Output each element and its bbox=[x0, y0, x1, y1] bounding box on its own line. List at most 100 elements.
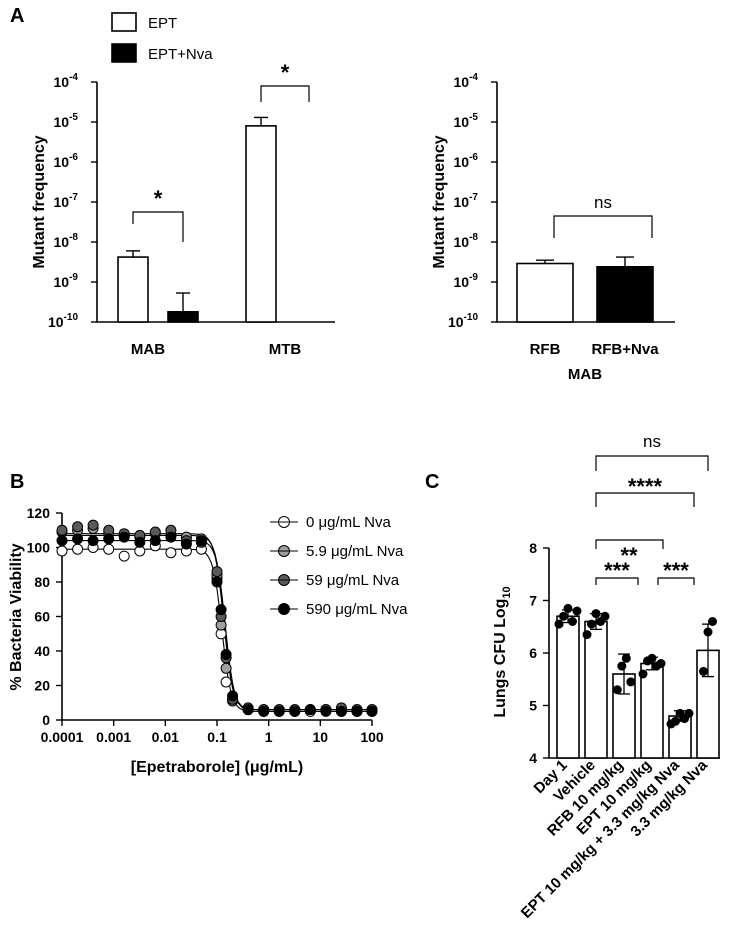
legend-label: 59 μg/mL Nva bbox=[306, 572, 400, 589]
data-point bbox=[699, 666, 708, 676]
significance-label: *** bbox=[663, 558, 689, 583]
comparison-bracket bbox=[595, 455, 709, 471]
panel-b-legend: 0 μg/mL Nva 5.9 μg/mL Nva 59 μg/mL Nva 5… bbox=[270, 514, 408, 618]
panel-a-y-tick-label: 10-10 bbox=[48, 312, 78, 330]
panel-b-y-tick-label: 120 bbox=[27, 505, 51, 521]
significance-label: *** bbox=[604, 558, 630, 583]
panel-a-right-y-label: Mutant frequency bbox=[431, 135, 448, 268]
bar bbox=[167, 310, 199, 323]
legend-label: 590 μg/mL Nva bbox=[306, 601, 408, 618]
panel-b-x-tick-label: 0.01 bbox=[152, 729, 179, 745]
panel-b-y-tick-label: 80 bbox=[34, 574, 50, 590]
data-point bbox=[56, 535, 68, 547]
panel-c-y-label: Lungs CFU Log10 bbox=[492, 586, 513, 717]
significance-label: ns bbox=[594, 193, 612, 212]
panel-c-y-tick-label: 5 bbox=[529, 698, 537, 714]
panel-b-chart: % Bacteria Viability [Epetraborole] (μg/… bbox=[8, 505, 408, 776]
panel-b-y-label: % Bacteria Viability bbox=[8, 543, 25, 690]
panel-c-y-tick-label: 6 bbox=[529, 645, 537, 661]
data-point bbox=[103, 533, 115, 545]
data-point bbox=[582, 630, 592, 640]
panel-a-right-y-tick-label: 10-8 bbox=[454, 232, 479, 250]
data-point bbox=[103, 543, 115, 555]
panel-a-right-y-tick-label: 10-10 bbox=[448, 312, 478, 330]
panel-a-significance-mab: * bbox=[132, 186, 184, 242]
panel-a-significance-mtb: * bbox=[260, 60, 310, 102]
data-point bbox=[563, 603, 573, 613]
panel-c-y-tick-label: 8 bbox=[529, 540, 537, 556]
comparison-bracket bbox=[595, 539, 664, 549]
data-point bbox=[621, 653, 631, 663]
panel-b-y-tick-label: 0 bbox=[42, 712, 50, 728]
data-point bbox=[195, 535, 207, 547]
data-point bbox=[600, 611, 610, 621]
panel-b-y-tick-label: 60 bbox=[34, 609, 50, 625]
data-point bbox=[572, 606, 582, 616]
comparison-bracket bbox=[657, 577, 695, 585]
data-point bbox=[671, 716, 680, 726]
panel-c-y-tick-label: 4 bbox=[529, 750, 537, 766]
legend-swatch-ept-nva bbox=[111, 43, 137, 63]
data-point bbox=[220, 676, 232, 688]
panel-b-y-tick-label: 20 bbox=[34, 678, 50, 694]
panel-label-b: B bbox=[10, 471, 24, 493]
comparison-bracket bbox=[260, 85, 310, 102]
legend-swatch-ept bbox=[111, 12, 137, 32]
panel-b-y-tick-label: 100 bbox=[27, 540, 51, 556]
panel-a-y-tick-label: 10-8 bbox=[54, 232, 79, 250]
panel-b-x-tick-label: 10 bbox=[313, 729, 329, 745]
data-point bbox=[568, 617, 577, 626]
data-point bbox=[56, 545, 68, 557]
panel-c-y-ticks: 4 5 6 7 8 bbox=[529, 540, 537, 766]
data-point bbox=[227, 690, 239, 702]
panel-a-right-y-tick-label: 10-5 bbox=[454, 112, 479, 130]
data-point bbox=[351, 705, 363, 717]
data-point bbox=[647, 653, 657, 663]
data-point bbox=[335, 705, 347, 717]
data-point bbox=[56, 524, 68, 536]
panel-c-significance: ns **** ** *** *** bbox=[595, 432, 709, 585]
panel-a-right-category-label: RFB+Nva bbox=[591, 341, 659, 358]
data-point bbox=[304, 704, 316, 716]
data-point bbox=[220, 649, 232, 660]
panel-b-y-ticks: 0 20 40 60 80 100 120 bbox=[27, 505, 51, 728]
panel-label-c: C bbox=[425, 471, 439, 493]
panel-b-x-label: [Epetraborole] (μg/mL) bbox=[131, 759, 303, 776]
data-point bbox=[554, 619, 564, 629]
data-point bbox=[559, 611, 568, 621]
panel-a-right-y-tick-label: 10-9 bbox=[454, 272, 479, 290]
panel-b-x-tick-label: 0.1 bbox=[207, 729, 227, 745]
data-point bbox=[703, 627, 713, 637]
panel-b-y-tick-label: 40 bbox=[34, 643, 50, 659]
panel-c-y-tick-label: 7 bbox=[529, 593, 537, 609]
legend-label: 0 μg/mL Nva bbox=[306, 514, 391, 531]
significance-label: ** bbox=[620, 543, 638, 568]
data-point bbox=[211, 566, 223, 578]
panel-label-a: A bbox=[10, 5, 24, 27]
panel-b-x-tick-label: 100 bbox=[360, 729, 384, 745]
panel-b-x-tick-label: 1 bbox=[265, 729, 273, 745]
comparison-bracket bbox=[132, 211, 184, 242]
bar bbox=[516, 262, 574, 323]
data-point bbox=[134, 536, 146, 548]
data-point bbox=[612, 685, 622, 695]
panel-a-y-tick-label: 10-7 bbox=[54, 192, 79, 210]
panel-a-category-label: MTB bbox=[269, 341, 302, 358]
bar bbox=[117, 256, 149, 323]
comparison-bracket bbox=[595, 577, 639, 585]
legend-label-ept-nva: EPT+Nva bbox=[148, 46, 213, 63]
significance-label: ns bbox=[643, 432, 661, 451]
panel-a-right-x-label: MAB bbox=[568, 366, 602, 383]
data-point bbox=[149, 535, 161, 547]
data-point bbox=[165, 531, 177, 543]
data-point bbox=[626, 677, 636, 687]
panel-a-y-tick-label: 10-5 bbox=[54, 112, 79, 130]
data-point bbox=[591, 609, 601, 619]
data-point bbox=[72, 543, 84, 555]
comparison-bracket bbox=[553, 215, 653, 238]
data-point bbox=[118, 550, 130, 562]
panel-a-y-tick-label: 10-6 bbox=[54, 152, 79, 170]
panel-a-right-y-tick-label: 10-6 bbox=[454, 152, 479, 170]
data-point bbox=[220, 662, 232, 674]
